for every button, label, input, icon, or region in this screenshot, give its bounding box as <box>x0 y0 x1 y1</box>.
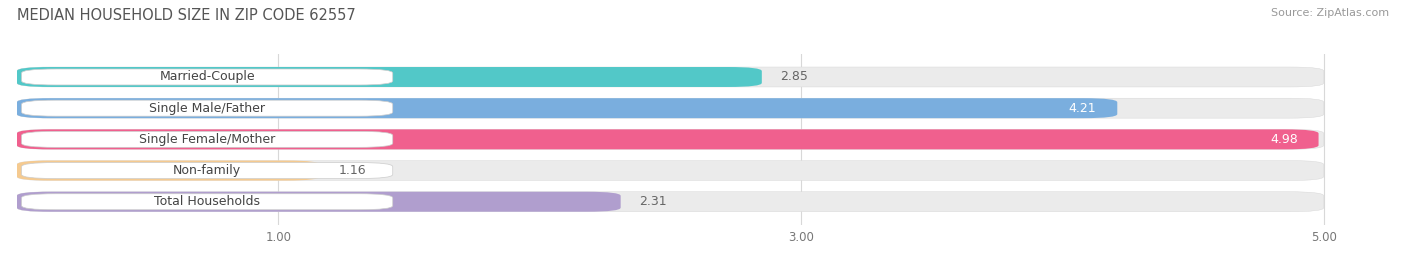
FancyBboxPatch shape <box>17 192 1324 212</box>
Text: Single Male/Father: Single Male/Father <box>149 102 266 115</box>
FancyBboxPatch shape <box>17 67 1324 87</box>
FancyBboxPatch shape <box>17 192 620 212</box>
FancyBboxPatch shape <box>17 98 1324 118</box>
Text: Non-family: Non-family <box>173 164 242 177</box>
FancyBboxPatch shape <box>21 131 392 147</box>
FancyBboxPatch shape <box>17 161 1324 181</box>
FancyBboxPatch shape <box>17 98 1118 118</box>
FancyBboxPatch shape <box>17 129 1319 149</box>
FancyBboxPatch shape <box>21 194 392 210</box>
FancyBboxPatch shape <box>21 163 392 178</box>
Text: 2.85: 2.85 <box>780 70 808 84</box>
Text: MEDIAN HOUSEHOLD SIZE IN ZIP CODE 62557: MEDIAN HOUSEHOLD SIZE IN ZIP CODE 62557 <box>17 8 356 23</box>
Text: Source: ZipAtlas.com: Source: ZipAtlas.com <box>1271 8 1389 18</box>
FancyBboxPatch shape <box>21 100 392 116</box>
Text: 4.21: 4.21 <box>1069 102 1097 115</box>
FancyBboxPatch shape <box>17 129 1324 149</box>
Text: 2.31: 2.31 <box>638 195 666 208</box>
Text: 4.98: 4.98 <box>1270 133 1298 146</box>
Text: Total Households: Total Households <box>155 195 260 208</box>
FancyBboxPatch shape <box>21 69 392 85</box>
Text: Married-Couple: Married-Couple <box>159 70 254 84</box>
FancyBboxPatch shape <box>17 67 762 87</box>
Text: Single Female/Mother: Single Female/Mother <box>139 133 276 146</box>
Text: 1.16: 1.16 <box>339 164 366 177</box>
FancyBboxPatch shape <box>17 161 321 181</box>
